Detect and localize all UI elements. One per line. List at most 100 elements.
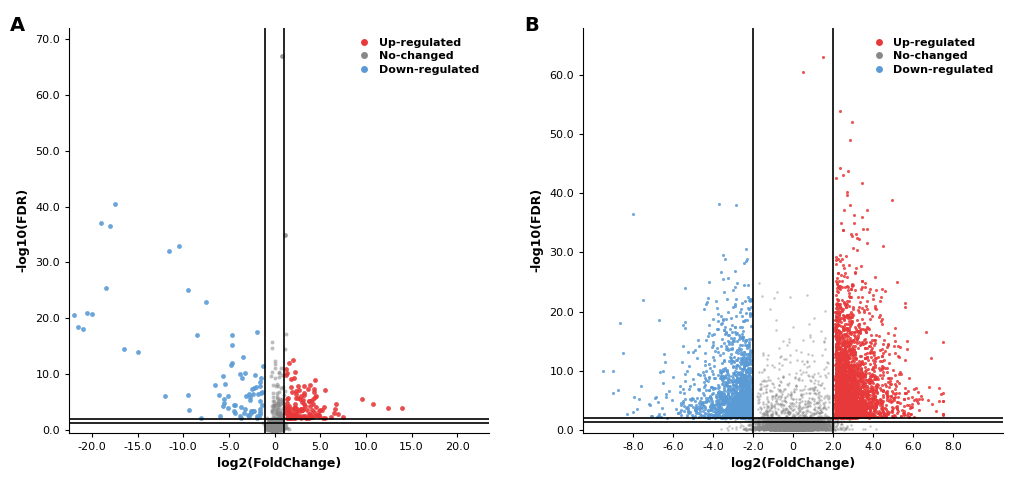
Point — [781, 422, 797, 430]
Point — [797, 415, 813, 423]
Point — [808, 423, 824, 431]
Point — [863, 348, 879, 356]
Point — [754, 414, 770, 422]
Point — [768, 423, 785, 431]
Point — [843, 413, 859, 421]
Point — [889, 407, 905, 414]
Point — [782, 426, 798, 433]
Point — [792, 426, 808, 433]
Point — [844, 390, 860, 397]
Point — [784, 414, 800, 422]
Point — [732, 379, 748, 387]
Point — [818, 420, 835, 428]
Point — [829, 375, 846, 382]
Point — [727, 405, 743, 413]
Point — [807, 426, 823, 433]
Point — [755, 415, 771, 423]
Point — [843, 406, 859, 414]
Point — [838, 392, 854, 399]
Point — [803, 424, 819, 431]
Point — [740, 402, 756, 410]
Point — [777, 414, 794, 422]
Point — [815, 418, 832, 426]
Point — [764, 414, 781, 422]
Point — [804, 414, 820, 422]
Point — [764, 424, 781, 431]
Point — [838, 392, 854, 399]
Point — [841, 408, 857, 416]
Point — [847, 391, 863, 399]
Point — [269, 423, 285, 431]
Point — [830, 333, 847, 340]
Point — [780, 424, 796, 431]
Point — [758, 418, 774, 426]
Point — [709, 398, 726, 406]
Point — [776, 425, 793, 433]
Point — [826, 412, 843, 419]
Point — [843, 422, 859, 430]
Point — [818, 420, 835, 428]
Point — [785, 420, 801, 428]
Point — [771, 414, 788, 422]
Point — [280, 425, 297, 433]
Point — [840, 368, 856, 375]
Point — [930, 397, 947, 405]
Point — [766, 425, 783, 433]
Point — [737, 378, 753, 386]
Point — [766, 424, 783, 432]
Point — [841, 341, 857, 349]
Point — [770, 414, 787, 422]
Point — [733, 409, 749, 416]
Point — [781, 426, 797, 433]
Point — [734, 356, 750, 364]
Point — [784, 414, 800, 422]
Point — [762, 421, 779, 429]
Point — [843, 394, 859, 402]
Point — [835, 412, 851, 420]
Point — [840, 354, 856, 362]
Point — [760, 424, 776, 432]
Point — [791, 426, 807, 433]
Point — [833, 357, 849, 365]
Point — [834, 409, 850, 416]
Point — [895, 407, 911, 415]
Point — [851, 372, 867, 379]
Point — [792, 426, 808, 433]
Point — [871, 409, 888, 417]
Point — [672, 382, 688, 390]
Point — [759, 423, 775, 431]
Point — [266, 419, 282, 427]
Point — [782, 420, 798, 428]
Point — [833, 413, 849, 421]
Point — [288, 388, 305, 395]
Point — [284, 412, 301, 419]
Point — [835, 413, 851, 421]
Point — [794, 425, 810, 432]
Point — [835, 389, 851, 397]
Point — [777, 414, 794, 422]
Point — [846, 398, 862, 406]
Point — [805, 414, 821, 422]
Point — [744, 419, 760, 427]
Point — [751, 408, 767, 416]
Point — [785, 421, 801, 429]
Point — [810, 424, 826, 431]
Point — [827, 414, 844, 422]
Point — [803, 414, 819, 422]
Point — [818, 425, 835, 433]
Point — [826, 423, 843, 431]
Point — [857, 390, 873, 397]
Point — [777, 414, 794, 422]
Point — [828, 401, 845, 409]
Point — [847, 368, 863, 376]
Point — [776, 422, 793, 430]
Point — [845, 403, 861, 411]
Point — [791, 414, 807, 422]
Point — [827, 300, 844, 308]
Point — [834, 394, 850, 402]
Point — [787, 414, 803, 422]
Point — [814, 394, 830, 402]
Point — [754, 419, 770, 427]
Point — [847, 393, 863, 401]
Point — [807, 422, 823, 430]
